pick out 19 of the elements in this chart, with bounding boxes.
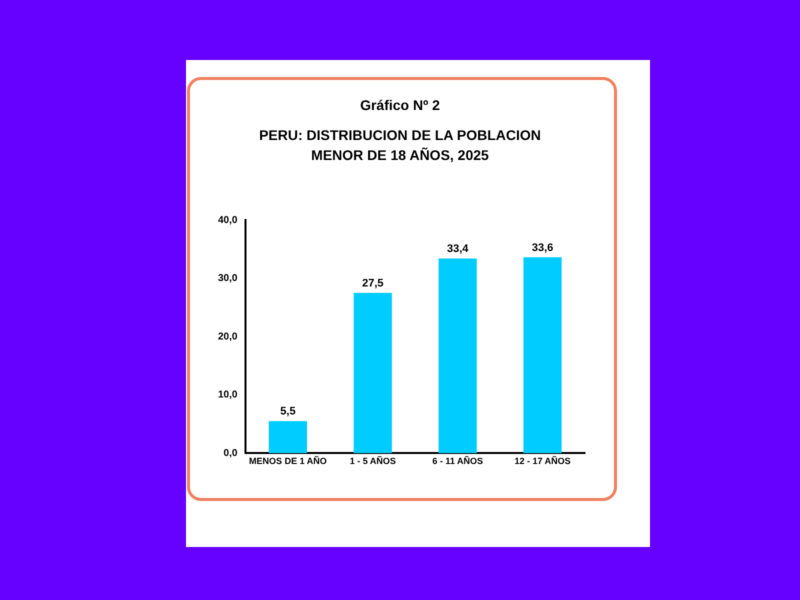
x-tick-label: 12 - 17 AÑOS — [514, 455, 571, 466]
bar — [354, 292, 392, 454]
data-label: 5,5 — [280, 406, 296, 418]
data-label: 33,4 — [446, 243, 470, 256]
y-tick-label: 0,0 — [224, 448, 238, 459]
data-label: 33,6 — [532, 242, 554, 254]
chart-title: Gráfico Nº 2 — [359, 97, 441, 113]
x-tick-label: 6 - 11 AÑOS — [432, 455, 484, 466]
chart-subtitle: PERU: DISTRIBUCION DE LA POBLACION MENOR DE 18 AÑOS, 2025 — [258, 126, 542, 165]
y-tick-label: 30,0 — [218, 273, 238, 284]
bar — [438, 258, 477, 454]
y-tick-label: 20,0 — [218, 331, 238, 342]
data-label: 27,5 — [362, 277, 384, 290]
bar — [523, 257, 562, 454]
x-tick-label: 1 - 5 AÑOS — [350, 455, 396, 466]
y-tick-label: 40,0 — [218, 214, 238, 226]
x-tick-label: MENOS DE 1 AÑO — [249, 455, 327, 466]
y-tick-label: 10,0 — [218, 390, 238, 401]
bar — [268, 421, 308, 454]
